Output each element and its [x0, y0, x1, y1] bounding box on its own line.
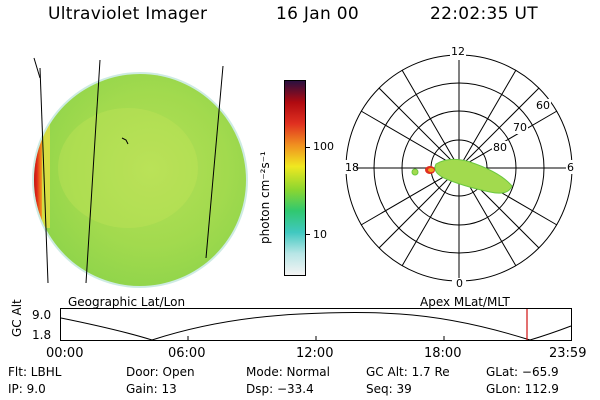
altitude-xtick-0000: 00:00 [46, 346, 84, 361]
status-mode: Mode: Normal [246, 365, 330, 379]
altitude-xtick-0600: 06:00 [168, 346, 206, 361]
status-gain: Gain: 13 [126, 382, 177, 396]
geographic-image [32, 57, 248, 288]
altitude-curve [60, 312, 572, 341]
lon-line [85, 59, 101, 284]
instrument-title: Ultraviolet Imager [48, 4, 208, 24]
colorbar-tick-100: 100 [313, 140, 334, 153]
colorbar [284, 80, 306, 276]
altitude-xtick-1200: 12:00 [296, 346, 334, 361]
mlt-label-18: 18 [345, 161, 359, 174]
observation-time: 22:02:35 UT [430, 4, 538, 24]
status-filter: Flt: LBHL [8, 365, 62, 379]
polar-plot [340, 46, 580, 292]
mlt-label-12: 12 [451, 45, 465, 58]
altitude-ytick-max: 9.0 [32, 308, 52, 322]
status-glon: GLon: 112.9 [486, 382, 559, 396]
earth-disk [32, 72, 248, 288]
lon-line [39, 67, 49, 284]
status-gc-alt: GC Alt: 1.7 Re [366, 365, 450, 379]
colorbar-tick-10: 10 [313, 228, 327, 241]
altitude-ytick-min: 1.8 [32, 328, 52, 342]
geographic-caption: Geographic Lat/Lon [68, 295, 186, 309]
status-ip: IP: 9.0 [8, 382, 46, 396]
mlat-label-80: 80 [492, 141, 508, 154]
altitude-xtick-1800: 18:00 [424, 346, 462, 361]
mlt-label-0: 0 [456, 277, 463, 290]
altitude-xtick-2359: 23:59 [549, 346, 587, 361]
dayside-limb-emission [34, 118, 42, 228]
mlat-label-70: 70 [512, 121, 528, 134]
apex-caption: Apex MLat/MLT [420, 295, 510, 309]
lon-line [205, 65, 224, 259]
altitude-ylabel: GC Alt [10, 299, 24, 337]
status-door: Door: Open [126, 365, 195, 379]
status-dsp: Dsp: −33.4 [246, 382, 314, 396]
altitude-plot [60, 308, 572, 341]
mlat-label-60: 60 [535, 99, 551, 112]
mlt-label-6: 6 [567, 161, 574, 174]
auroral-emission [411, 158, 513, 194]
colorbar-unit-label: photon cm⁻²s⁻¹ [258, 151, 272, 244]
status-seq: Seq: 39 [366, 382, 412, 396]
status-glat: GLat: −65.9 [486, 365, 559, 379]
observation-date: 16 Jan 00 [276, 4, 359, 24]
